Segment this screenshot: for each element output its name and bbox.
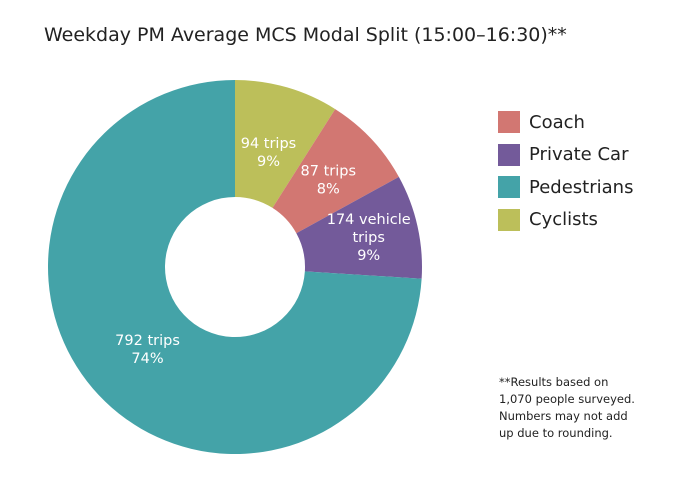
legend-label-cyclists: Cyclists: [529, 209, 598, 231]
footnote: **Results based on 1,070 people surveyed…: [499, 374, 649, 442]
legend-item-cyclists: Cyclists: [498, 204, 633, 237]
legend: Coach Private Car Pedestrians Cyclists: [498, 106, 633, 236]
legend-item-coach: Coach: [498, 106, 633, 139]
footnote-line: 1,070 people surveyed.: [499, 392, 635, 406]
slice-private-car: [296, 176, 423, 279]
footnote-line: up due to rounding.: [499, 426, 613, 440]
slice-label-coach: 8%: [317, 181, 340, 197]
legend-label-private-car: Private Car: [529, 144, 629, 166]
legend-swatch-private-car: [498, 143, 520, 166]
slice-label-cyclists: 94 trips: [241, 136, 297, 152]
slice-label-private-car: trips: [352, 230, 384, 246]
legend-swatch-pedestrians: [498, 176, 520, 199]
legend-swatch-coach: [498, 111, 520, 134]
legend-label-coach: Coach: [529, 111, 585, 133]
footnote-line: Numbers may not add: [499, 409, 628, 423]
slice-label-pedestrians: 74%: [131, 351, 163, 367]
legend-swatch-cyclists: [498, 208, 520, 231]
legend-label-pedestrians: Pedestrians: [529, 176, 634, 198]
slice-label-private-car: 9%: [357, 248, 380, 264]
chart-title: Weekday PM Average MCS Modal Split (15:0…: [44, 24, 567, 46]
slice-label-pedestrians: 792 trips: [115, 333, 180, 349]
slice-label-cyclists: 9%: [257, 154, 280, 170]
slice-label-private-car: 174 vehicle: [327, 212, 411, 228]
slice-coach: [272, 109, 399, 234]
legend-item-pedestrians: Pedestrians: [498, 171, 633, 204]
legend-item-private-car: Private Car: [498, 139, 633, 172]
slice-cyclists: [235, 80, 336, 208]
slice-pedestrians: [48, 80, 422, 455]
footnote-line: **Results based on: [499, 375, 609, 389]
slice-label-coach: 87 trips: [301, 163, 357, 179]
